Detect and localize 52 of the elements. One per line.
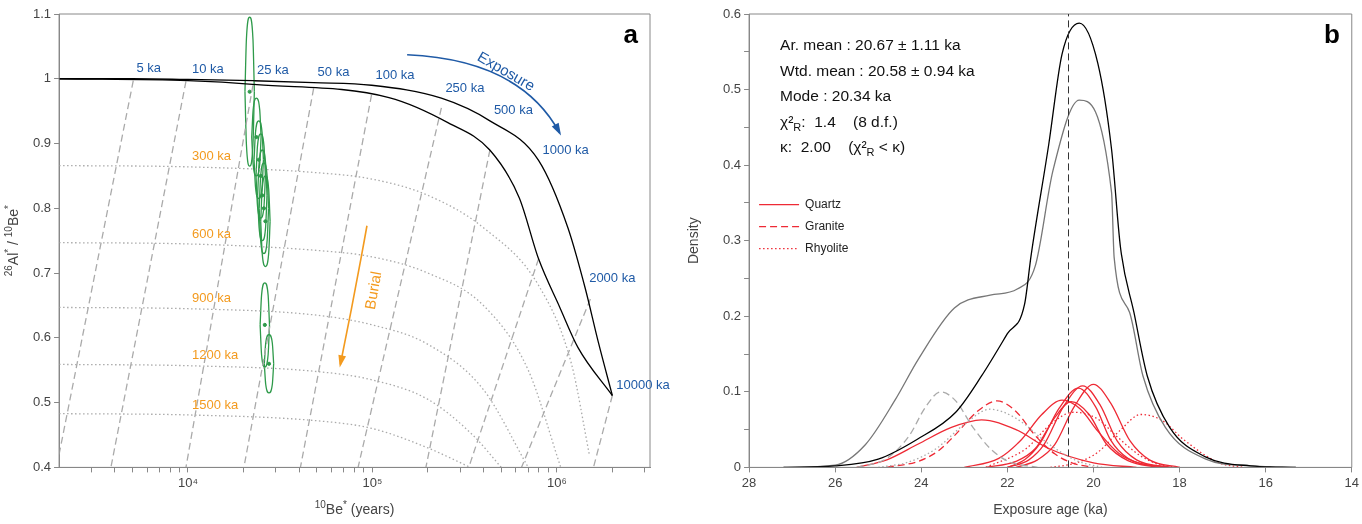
annotation: 2000 ka: [589, 269, 637, 285]
x-tick-label: 10⁵: [362, 474, 383, 490]
x-tick-label: 14: [1344, 474, 1359, 490]
x-tick-label: 10⁶: [546, 474, 567, 490]
y-tick-label: 0.4: [722, 156, 742, 172]
y-tick-label: 0: [733, 458, 742, 474]
x-tick-label: 26: [827, 474, 843, 490]
y-tick-label: 0.5: [32, 394, 52, 410]
y-tick-label: 0.3: [722, 232, 742, 248]
y-tick-label: 0.2: [722, 307, 742, 323]
y-tick-label: 0.8: [32, 199, 52, 215]
annotation: 100 ka: [375, 66, 416, 82]
annotation: 1200 ka: [191, 347, 240, 363]
annotation: 10000 ka: [616, 377, 671, 393]
y-tick-label: 0.6: [722, 5, 742, 21]
annotation: Wtd. mean : 20.58 ± 0.94 ka: [780, 61, 976, 79]
y-tick-label: 0.1: [722, 383, 742, 399]
annotation: Ar. mean : 20.67 ± 1.11 ka: [780, 36, 961, 54]
annotation: 10 ka: [191, 61, 225, 76]
y-tick-label: 0.6: [32, 329, 52, 345]
y-tick-label: 1: [43, 70, 52, 86]
annotation: 500 ka: [493, 102, 534, 118]
x-tick-label: 18: [1172, 474, 1187, 490]
annotation: 900 ka: [191, 290, 232, 306]
annotation: 50 ka: [317, 64, 351, 80]
legend-label: Granite: [805, 219, 845, 234]
annotation: Mode : 20.34 ka: [780, 87, 892, 105]
annotation: 1500 ka: [191, 396, 240, 412]
y-axis-title: 26Al* / 10Be*: [2, 204, 21, 277]
y-tick-label: 0.9: [32, 135, 52, 151]
chart-title: b: [1323, 19, 1340, 50]
x-tick-label: 22: [1000, 474, 1015, 490]
x-tick-label: 28: [741, 474, 757, 490]
x-axis-title: Exposure age (ka): [993, 500, 1108, 517]
annotation: 1000 ka: [542, 141, 590, 157]
x-tick-label: 10⁴: [177, 474, 198, 490]
x-tick-label: 24: [914, 474, 929, 490]
y-tick-label: 0.4: [32, 458, 52, 474]
y-axis-title: Density: [684, 217, 701, 265]
x-tick-label: 20: [1086, 474, 1101, 490]
chart-title: a: [623, 19, 639, 50]
x-tick-label: 16: [1258, 474, 1273, 490]
y-tick-label: 1.1: [32, 5, 52, 21]
y-tick-label: 0.7: [32, 264, 52, 280]
legend-label: Quartz: [805, 197, 842, 212]
annotation: 25 ka: [256, 62, 290, 78]
annotation: 300 ka: [191, 148, 232, 164]
annotation: Burial: [361, 269, 385, 311]
y-tick-label: 0.5: [722, 81, 742, 97]
annotation: 600 ka: [191, 225, 232, 241]
annotation: 5 ka: [136, 60, 162, 76]
legend-label: Rhyolite: [805, 241, 849, 256]
